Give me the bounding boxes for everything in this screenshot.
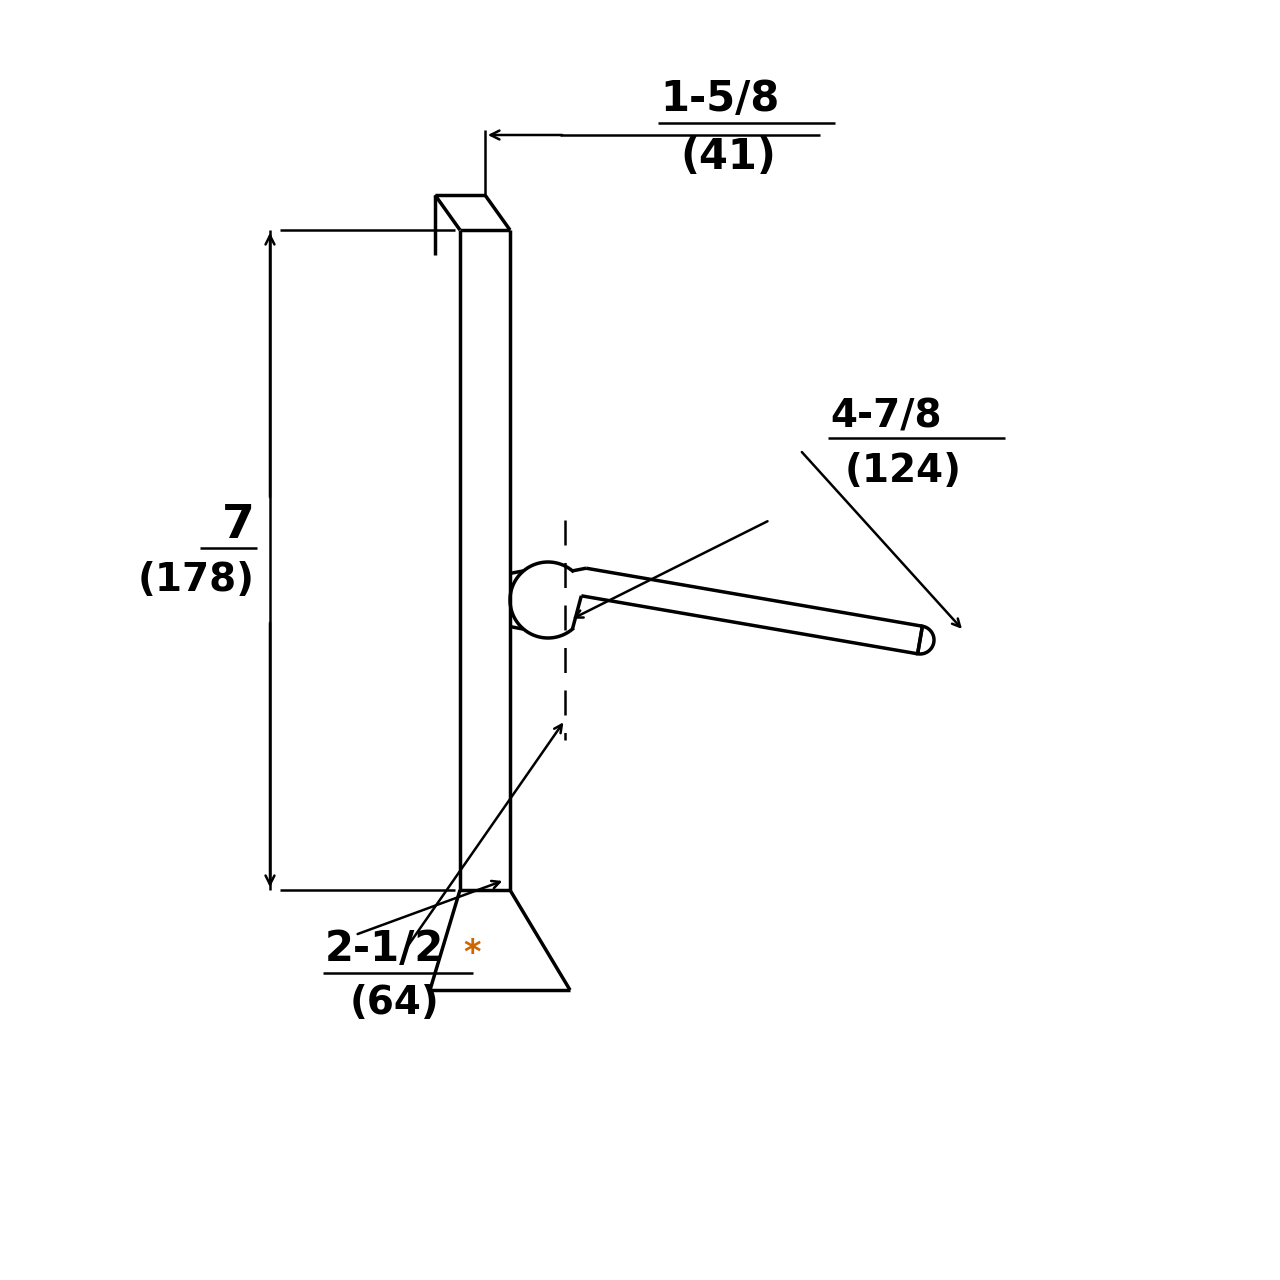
Text: (41): (41) (680, 136, 776, 178)
Text: *: * (463, 937, 480, 970)
Text: (124): (124) (845, 452, 963, 490)
Text: (178): (178) (138, 561, 255, 599)
Text: (64): (64) (349, 984, 440, 1021)
Text: 4-7/8: 4-7/8 (829, 397, 942, 435)
Text: 2-1/2: 2-1/2 (325, 928, 444, 970)
Text: 7: 7 (223, 503, 255, 548)
Text: 1-5/8: 1-5/8 (660, 78, 780, 120)
